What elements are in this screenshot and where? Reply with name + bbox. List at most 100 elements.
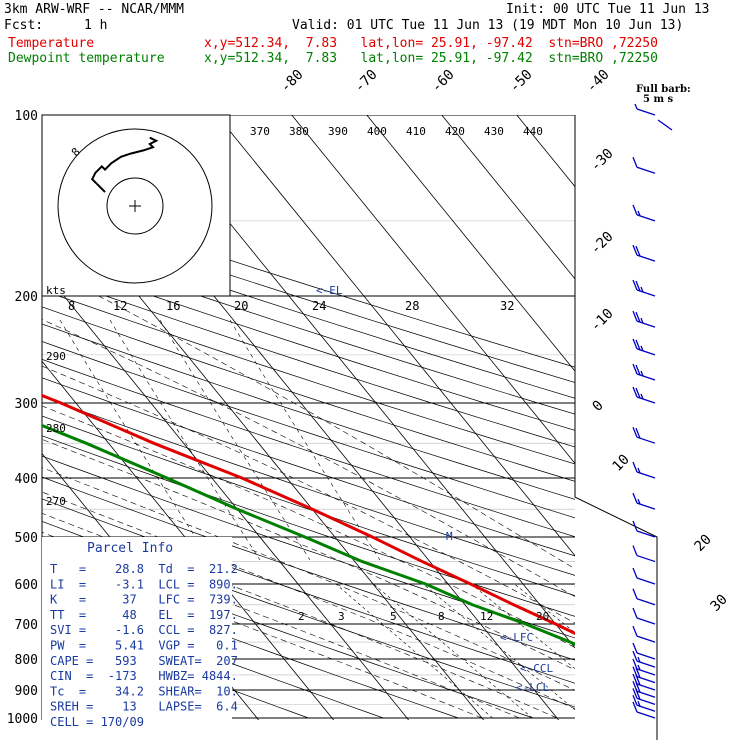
isotherm-line	[366, 115, 575, 372]
wind-barb-half	[634, 103, 638, 110]
dry-adiabat-line	[42, 435, 575, 617]
parcel-info-row: TT = 48 EL = 197.	[50, 608, 238, 622]
forecast-hour: 1 h	[84, 18, 108, 33]
theta-label: 400	[367, 125, 387, 138]
wind-barb-staff	[636, 635, 656, 643]
hodo-speed-label: 32	[500, 299, 514, 313]
lcl-marker: <-LCL	[516, 681, 549, 694]
wind-barb-flag	[632, 386, 638, 398]
hodo-speed-label: 24	[312, 299, 326, 313]
wind-barb-half	[640, 370, 644, 377]
wind-barb	[632, 567, 656, 585]
wind-barb-flag	[632, 492, 638, 504]
wind-barb	[632, 461, 656, 479]
parcel-info-row: CAPE = 593 SWEAT= 207	[50, 654, 238, 668]
wind-barb	[632, 545, 656, 563]
dewpoint-location: x,y=512.34, 7.83 lat,lon= 25.91, -97.42 …	[204, 51, 658, 66]
theta-label: 380	[289, 125, 309, 138]
parcel-info-row: SREH = 13 LAPSE= 6.4	[50, 700, 238, 714]
el-marker: <-EL	[316, 284, 343, 297]
pressure-tick-label: 400	[15, 472, 38, 487]
isotherm-label: 0	[590, 398, 607, 415]
wind-barb-flag	[632, 607, 638, 619]
mixing-ratio-label: 5	[390, 610, 397, 623]
forecast-label: Fcst:	[4, 18, 44, 33]
mixing-ratio-label: 20	[536, 610, 549, 623]
isotherm-label: -10	[588, 306, 617, 335]
isotherm-line	[441, 115, 575, 280]
parcel-info-row: K = 37 LFC = 739.	[50, 593, 238, 607]
wind-barb-flag	[632, 567, 638, 579]
wind-barb-flag	[632, 688, 638, 699]
pressure-tick-label: 200	[15, 290, 38, 305]
parcel-panel-bg	[42, 537, 232, 720]
theta-label: 430	[484, 125, 504, 138]
wind-barb-flag	[632, 701, 638, 713]
wind-barb-half	[640, 317, 644, 324]
wind-barb	[632, 426, 656, 444]
dry-adiabat-line	[42, 257, 575, 431]
hodo-speed-arc	[229, 319, 381, 561]
temperature-location: x,y=512.34, 7.83 lat,lon= 25.91, -97.42 …	[204, 36, 658, 51]
wind-barb-flag	[635, 427, 641, 439]
wind-barb-flag	[632, 310, 638, 322]
parcel-info-row: Tc = 34.2 SHEAR= 10.	[50, 684, 238, 698]
wind-barb	[632, 658, 656, 676]
parcel-info-row: SVI = -1.6 CCL = 827.	[50, 623, 238, 637]
hodo-speed-label: 16	[166, 299, 180, 313]
wind-barb	[632, 625, 656, 643]
theta-label: 390	[328, 125, 348, 138]
isotherm-label: 10	[610, 452, 633, 475]
dry-adiabat-line	[42, 323, 575, 500]
wind-barb-flag	[632, 545, 638, 556]
barb-key-units: 5 m s	[643, 94, 674, 105]
moist-adiabat-line	[42, 405, 575, 648]
pressure-tick-label: 1000	[7, 712, 38, 727]
wind-barbs	[632, 103, 673, 719]
wind-barb	[632, 310, 656, 328]
legend-temperature: Temperature	[8, 36, 95, 51]
mixing-ratio-line	[470, 583, 575, 670]
wind-barb-flag	[632, 244, 638, 256]
parcel-info-row: PW = 5.41 VGP = 0.1	[50, 639, 238, 653]
hodo-speed-arc	[159, 319, 311, 561]
pressure-tick-label: 800	[15, 653, 38, 668]
dry-adiabat-line	[42, 415, 575, 596]
parcel-info-row: T = 28.8 Td = 21.2	[50, 562, 238, 576]
temperature-line	[42, 393, 575, 636]
wind-barb	[632, 695, 656, 712]
pressure-tick-label: 300	[15, 397, 38, 412]
isotherm-line	[516, 115, 575, 188]
wind-barb-flag	[635, 667, 641, 678]
theta-label: 440	[523, 125, 543, 138]
isotherm-label: -60	[429, 67, 458, 96]
wind-barb-half	[637, 498, 641, 505]
isotherm-label: -40	[584, 67, 613, 96]
wind-barb-staff	[636, 108, 656, 116]
wind-barb-half	[637, 210, 641, 217]
wind-barb	[632, 666, 656, 684]
isotherm-line	[216, 115, 575, 557]
wind-barb	[632, 588, 656, 606]
moist-adiabat-line	[42, 467, 575, 691]
wind-barb	[632, 520, 656, 538]
wind-barb-flag	[632, 426, 638, 438]
model-title: 3km ARW-WRF -- NCAR/MMM	[4, 2, 185, 17]
wind-barb	[632, 701, 656, 719]
theta-label: 420	[445, 125, 465, 138]
wind-barb	[632, 363, 656, 381]
moist-adiabat-line	[42, 365, 575, 624]
dry-adiabat-line	[42, 227, 575, 399]
wind-barb-flag	[632, 338, 638, 350]
wind-barb-flag	[632, 666, 638, 677]
dry-adiabat-line	[42, 212, 575, 383]
moist-adiabat-line	[42, 491, 575, 710]
wind-barb-flag	[635, 387, 641, 399]
wind-barb	[632, 607, 656, 625]
wind-barb	[632, 279, 656, 297]
mixing-ratio-label: 2	[298, 610, 305, 623]
wind-barb-flag	[635, 245, 641, 257]
wind-barb-staff	[636, 530, 656, 538]
wind-barb-staff	[636, 554, 656, 563]
